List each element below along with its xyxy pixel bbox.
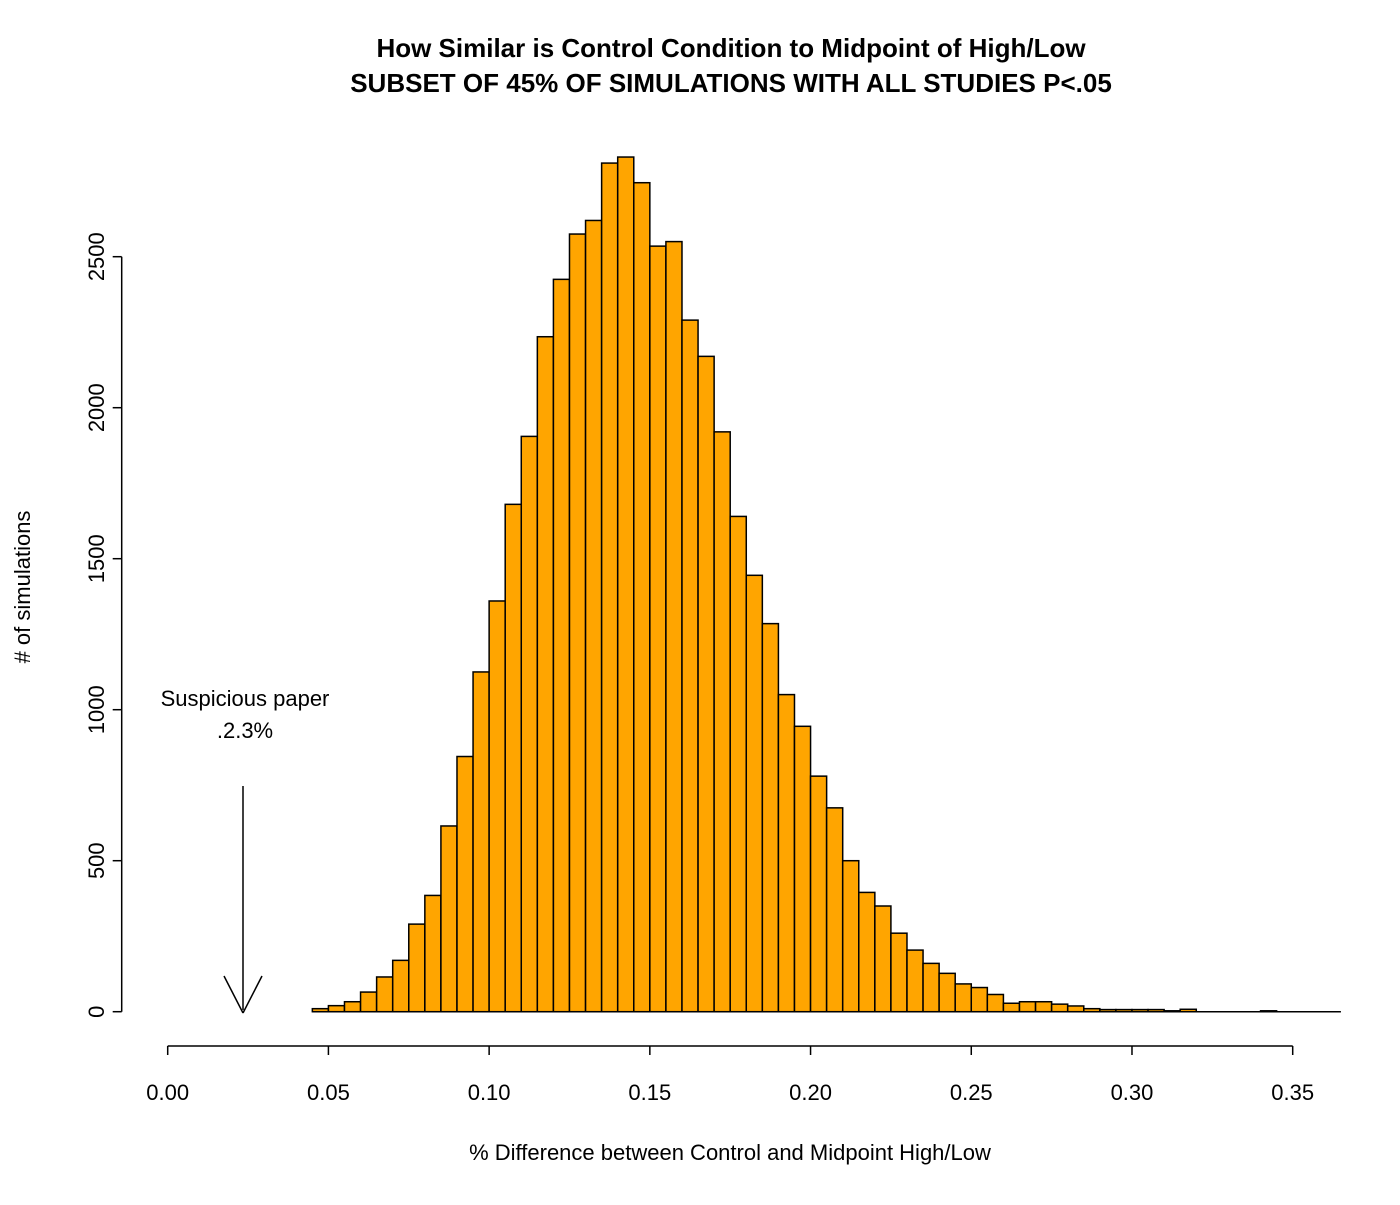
histogram-bar [424, 894, 442, 1013]
histogram-bar [970, 986, 989, 1013]
y-axis-tick-label: 1500 [84, 534, 109, 583]
y-axis-title: # of simulations [10, 511, 35, 664]
histogram-bar [1131, 1008, 1149, 1013]
histogram-bar [1147, 1008, 1165, 1013]
histogram-bar [858, 891, 876, 1013]
histogram-bar [745, 574, 764, 1013]
histogram-bar [890, 932, 908, 1013]
histogram-bar [697, 355, 715, 1013]
x-axis-tick-label: 0.15 [628, 1080, 671, 1105]
histogram-bar [761, 622, 780, 1013]
x-axis-title: % Difference between Control and Midpoin… [469, 1140, 991, 1165]
y-axis-tick-label: 0 [84, 1006, 109, 1018]
histogram-bar [327, 1004, 346, 1013]
histogram-bar [793, 725, 812, 1013]
histogram-bar [825, 807, 844, 1013]
histogram-bar [375, 976, 394, 1013]
histogram-bar [343, 1000, 362, 1013]
histogram-bar [1115, 1008, 1133, 1013]
histogram-bar [520, 435, 539, 1013]
histogram-bar [729, 515, 748, 1013]
histogram-bar [1050, 1003, 1069, 1013]
histogram-bar [311, 1007, 330, 1013]
histogram-bar [391, 959, 410, 1013]
histogram-bar [584, 219, 603, 1013]
histogram-bar [552, 278, 571, 1013]
histogram-bar [906, 949, 924, 1013]
x-axis-tick-label: 0.35 [1271, 1080, 1314, 1105]
x-axis-tick-label: 0.10 [468, 1080, 511, 1105]
histogram-bar [504, 503, 523, 1013]
histogram-bar [1002, 1002, 1021, 1013]
y-axis-tick-label: 500 [84, 842, 109, 879]
histogram-bar [1163, 1010, 1181, 1013]
bars-layer [311, 156, 1341, 1013]
annotation-line1: Suspicious paper [161, 686, 330, 711]
histogram-bar [986, 993, 1005, 1013]
annotation-line2: .2.3% [217, 718, 273, 743]
histogram-bar [600, 162, 619, 1013]
histogram-bar [938, 972, 956, 1013]
x-axis-tick-label: 0.20 [789, 1080, 832, 1105]
histogram-bar [665, 240, 683, 1013]
histogram-bar [649, 245, 667, 1013]
histogram-bar [1018, 1000, 1037, 1013]
x-axis-tick-label: 0.25 [950, 1080, 993, 1105]
histogram-bar [922, 962, 940, 1013]
histogram-bar [777, 693, 796, 1013]
histogram-bar [1083, 1007, 1101, 1013]
histogram-bar [488, 600, 506, 1013]
histogram-bar [536, 335, 555, 1013]
y-axis-tick-label: 2000 [84, 383, 109, 432]
histogram-bar [809, 775, 828, 1013]
chart-subtitle: SUBSET OF 45% OF SIMULATIONS WITH ALL ST… [350, 68, 1112, 98]
annotation-arrow [223, 786, 263, 1014]
histogram-bar [1259, 1010, 1278, 1013]
histogram-bar [633, 181, 651, 1013]
histogram-bar [681, 319, 699, 1013]
x-axis-tick-label: 0.00 [146, 1080, 189, 1105]
histogram-bar [408, 923, 426, 1013]
histogram-bar [616, 156, 635, 1013]
y-axis-tick-label: 1000 [84, 685, 109, 734]
histogram-bar [713, 431, 731, 1013]
y-axis-tick-label: 2500 [84, 232, 109, 281]
histogram-bar [954, 983, 973, 1013]
histogram-bar [440, 825, 458, 1013]
histogram-bar [1179, 1008, 1198, 1013]
histogram-bar [841, 859, 860, 1013]
histogram-bar [472, 671, 490, 1013]
axes-layer: 0.00 0.05 0.10 0.15 0.20 0.25 0.30 0.35 0 500 1000… [84, 232, 1314, 1105]
histogram-bar [874, 905, 892, 1013]
histogram-bar [1099, 1008, 1117, 1013]
x-axis-tick-label: 0.30 [1111, 1080, 1154, 1105]
chart-title: How Similar is Control Condition to Midp… [376, 33, 1086, 63]
histogram-bar [1066, 1005, 1085, 1013]
histogram-bar [1034, 1000, 1053, 1013]
histogram-bar [568, 233, 587, 1013]
histogram-bar [456, 755, 474, 1013]
histogram-bar [359, 991, 378, 1013]
x-axis-tick-label: 0.05 [307, 1080, 350, 1105]
